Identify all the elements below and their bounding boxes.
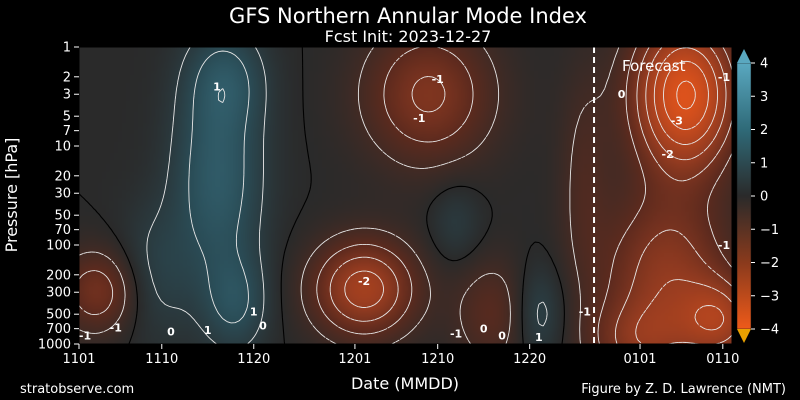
colorbar-tick-label: 2 [760,123,768,138]
colorbar-tick-label: −1 [760,223,779,238]
contour-label: -1 [579,306,591,319]
contour-label: 0 [618,88,626,101]
contour-label: 1 [250,306,258,319]
colorbar-tick-label: 1 [760,156,768,171]
contour-lines [79,47,732,344]
credit-right: Figure by Z. D. Lawrence (NMT) [581,382,786,397]
contour-label: 0 [167,326,175,339]
contour-level-neg1 [79,47,732,344]
contour-label: 1 [204,324,212,337]
colorbar-tick-label: −3 [760,289,779,304]
colorbar-tick-label: −4 [760,323,779,338]
contour-level-0 [79,47,565,344]
colorbar-tick-label: −2 [760,256,779,271]
contour-label: 1 [213,80,221,93]
contour-label: -3 [671,114,683,127]
y-tick-label: 20 [54,169,71,184]
y-tick-label: 500 [46,308,71,323]
y-tick-label: 1000 [38,338,71,353]
y-tick-label: 700 [46,322,71,337]
chart-subtitle: Fcst Init: 2023-12-27 [325,27,492,46]
contour-label: -1 [413,112,425,125]
contour-level-1p5 [217,88,226,103]
y-tick-label: 1 [63,41,71,56]
y-tick-label: 70 [54,223,71,238]
contour-label: 0 [480,323,488,336]
contour-label: -1 [718,71,730,84]
x-tick-label: 1110 [145,352,178,367]
contour-level-neg0p5 [79,47,620,344]
y-tick-label: 2 [63,70,71,85]
y-tick-label: 10 [54,140,71,155]
x-tick-label: 0101 [623,352,656,367]
contour-label: -1 [79,329,91,342]
x-tick-label: 1210 [421,352,454,367]
colorbar-max-arrow [737,49,751,63]
contour-label: -1 [432,73,444,86]
contour-label: -2 [662,148,674,161]
x-tick-label: 1220 [513,352,546,367]
y-tick-label: 300 [46,286,71,301]
forecast-label: Forecast [622,57,686,75]
colorbar-ticks: 4 3 2 1 0 −1 −2 −3 −4 [751,57,779,338]
y-tick-label: 50 [54,209,71,224]
y-tick-label: 200 [46,268,71,283]
chart-title: GFS Northern Annular Mode Index [229,4,587,28]
y-tick-label: 30 [54,187,71,202]
colorbar: 4 3 2 1 0 −1 −2 −3 −4 [736,49,779,343]
y-tick-label: 3 [63,88,71,103]
x-axis-ticks: 1101 1110 1120 1201 1210 1220 0101 0110 [62,344,739,367]
x-tick-label: 1120 [237,352,270,367]
colorbar-tick-label: 3 [760,90,768,105]
contour-level-neg2p5 [653,47,725,331]
contour-level-1 [188,50,250,324]
colorbar-gradient [736,62,752,330]
nam-field-heatmap [79,47,732,344]
contour-label: -1 [718,239,730,252]
contour-label: -1 [450,327,462,340]
x-tick-label: 0110 [706,352,739,367]
credit-left: stratobserve.com [20,382,134,397]
y-tick-label: 7 [63,124,71,139]
colorbar-tick-label: 4 [760,57,768,72]
colorbar-min-arrow [737,329,751,343]
plot-frame [78,46,733,345]
contour-level-neg2 [344,47,732,344]
contour-level-neg1p5 [329,47,732,344]
y-tick-label: 5 [63,110,71,125]
x-tick-label: 1201 [338,352,371,367]
y-axis-label: Pressure [hPa] [2,138,21,253]
contour-label: 0 [259,319,267,332]
contour-label: -1 [110,321,122,334]
contour-label: -2 [358,275,370,288]
contour-level-neg3p5 [676,80,696,110]
colorbar-tick-label: 0 [760,190,768,205]
x-tick-label: 1101 [62,352,95,367]
x-axis-label: Date (MMDD) [351,374,459,393]
contour-label: 1 [535,331,543,344]
y-tick-label: 100 [46,239,71,254]
contour-label: 0 [498,329,506,342]
contour-level-0p5 [146,47,548,344]
contour-level-neg3 [663,60,709,130]
